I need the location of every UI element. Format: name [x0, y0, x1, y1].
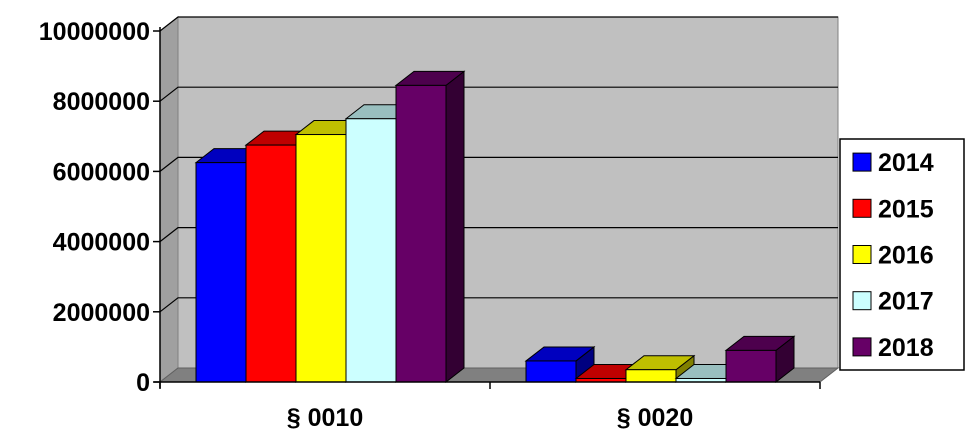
bar-front: [725, 349, 777, 383]
bar-front: [195, 162, 247, 383]
legend-label: 2016: [878, 242, 934, 270]
gridline: [159, 156, 838, 172]
y-tick-label: 0: [136, 369, 150, 397]
legend-swatch: [852, 337, 872, 357]
gridline: [159, 16, 838, 32]
gridline: [159, 297, 838, 313]
bar-front: [395, 84, 447, 383]
bar-front: [295, 134, 347, 383]
y-tick-label: 4000000: [53, 229, 150, 257]
x-tick-label: § 0010: [287, 404, 363, 432]
legend-swatch: [852, 291, 872, 311]
bar: [524, 345, 596, 384]
legend-item: 2017: [852, 288, 934, 316]
bar-front: [525, 360, 577, 383]
legend-label: 2017: [878, 288, 934, 316]
bar: [394, 70, 466, 384]
bar-side: [445, 70, 465, 384]
y-tick-label: 8000000: [53, 88, 150, 116]
bar-front: [625, 369, 677, 383]
legend-label: 2015: [878, 195, 934, 223]
gridline: [159, 227, 838, 243]
legend-label: 2014: [878, 149, 934, 177]
y-tick-label: 6000000: [53, 158, 150, 186]
bar-front: [345, 118, 397, 383]
legend-item: 2016: [852, 242, 934, 270]
legend-label: 2018: [878, 334, 934, 362]
legend-swatch: [852, 245, 872, 264]
legend-item: 2018: [852, 334, 934, 362]
x-tick-label: § 0020: [617, 404, 693, 432]
bar: [624, 354, 696, 384]
bar: [724, 335, 796, 384]
legend-swatch: [852, 198, 872, 218]
y-tick-label: 2000000: [53, 299, 150, 327]
bar-front: [245, 144, 297, 383]
legend-item: 2014: [852, 149, 934, 177]
gridline: [159, 86, 838, 102]
legend-item: 2015: [852, 195, 934, 223]
legend-swatch: [852, 152, 872, 172]
y-tick-label: 10000000: [39, 18, 150, 46]
plot-side-wall: [159, 15, 179, 384]
